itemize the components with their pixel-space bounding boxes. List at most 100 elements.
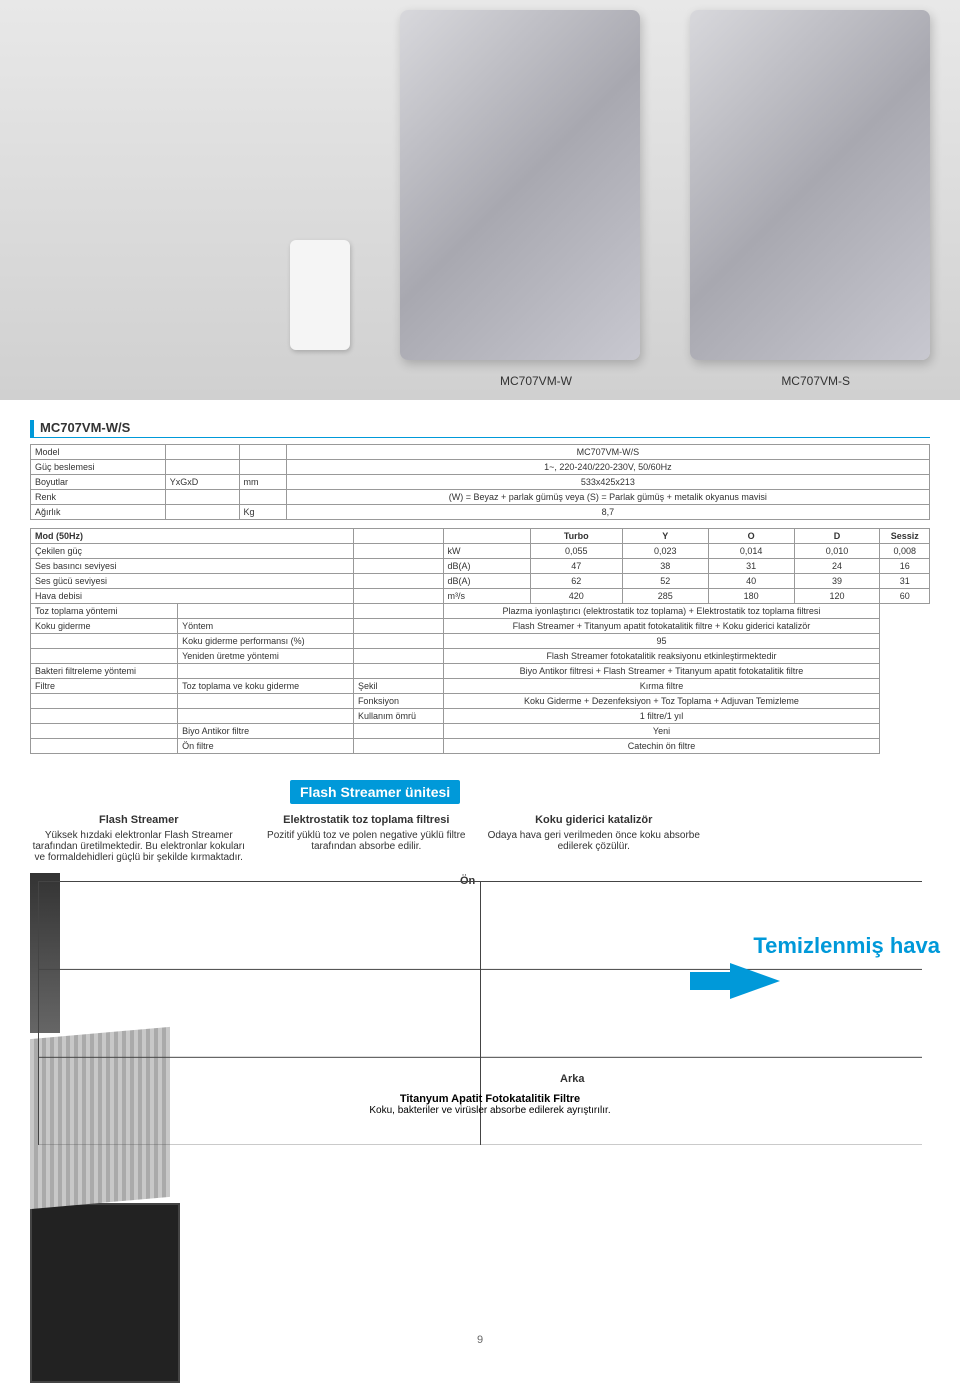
remote-image	[290, 240, 350, 350]
table-cell	[178, 694, 354, 709]
arrow-icon	[730, 963, 780, 999]
table-cell: YxGxD	[165, 475, 239, 490]
table-cell: Çekilen güç	[31, 544, 354, 559]
table-cell: Plazma iyonlaştırıcı (elektrostatik toz …	[443, 604, 880, 619]
table-cell	[178, 709, 354, 724]
table-row: Kullanım ömrü1 filtre/1 yıl	[31, 709, 930, 724]
table-cell	[31, 724, 178, 739]
table-cell: Ses gücü seviyesi	[31, 574, 354, 589]
table-row: Yeniden üretme yöntemiFlash Streamer fot…	[31, 649, 930, 664]
table-cell: 0,055	[530, 544, 622, 559]
table-cell	[165, 505, 239, 520]
table-cell: 24	[794, 559, 880, 574]
table-cell: 120	[794, 589, 880, 604]
table-cell	[31, 694, 178, 709]
table-cell: Ön filtre	[178, 739, 354, 754]
table-cell: 31	[708, 559, 794, 574]
table-cell	[353, 724, 443, 739]
table-cell: Flash Streamer + Titanyum apatit fotokat…	[443, 619, 880, 634]
table-row: ModelMC707VM-W/S	[31, 445, 930, 460]
table-cell: 52	[622, 574, 708, 589]
table-cell: Şekil	[353, 679, 443, 694]
product-hero: MC707VM-W MC707VM-S	[0, 0, 960, 400]
table-cell: 40	[708, 574, 794, 589]
info-col-2: Elektrostatik toz toplama filtresi Pozit…	[258, 814, 476, 863]
table-cell	[353, 664, 443, 679]
table-cell: Koku giderme	[31, 619, 178, 634]
info-row: Flash Streamer Yüksek hızdaki elektronla…	[30, 814, 930, 863]
table-row: Ağırlık Kg8,7	[31, 505, 930, 520]
table-cell: 8,7	[286, 505, 929, 520]
table-row: Güç beslemesi1~, 220-240/220-230V, 50/60…	[31, 460, 930, 475]
table-cell: 62	[530, 574, 622, 589]
catalyst-filter	[30, 1203, 180, 1383]
table-cell: 1 filtre/1 yıl	[443, 709, 880, 724]
table-cell: dB(A)	[443, 559, 530, 574]
product-label-right: MC707VM-S	[781, 374, 850, 388]
table-cell	[353, 634, 443, 649]
table-cell: 0,023	[622, 544, 708, 559]
table-row: Ön filtre Catechin ön filtre	[31, 739, 930, 754]
table-cell: mm	[239, 475, 286, 490]
table-cell	[443, 529, 530, 544]
table-cell: Koku Giderme + Dezenfeksiyon + Toz Topla…	[443, 694, 880, 709]
table-row: Biyo Antikor filtreYeni	[31, 724, 930, 739]
table-cell	[239, 445, 286, 460]
table-row: Koku giderme performansı (%) 95	[31, 634, 930, 649]
spec-table-1: ModelMC707VM-W/SGüç beslemesi1~, 220-240…	[30, 444, 930, 520]
info-h-3: Koku giderici katalizör	[485, 814, 703, 826]
table-cell	[353, 544, 443, 559]
table-row: Renk(W) = Beyaz + parlak gümüş veya (S) …	[31, 490, 930, 505]
table-cell: D	[794, 529, 880, 544]
table-cell: Güç beslemesi	[31, 460, 166, 475]
table-cell: 38	[622, 559, 708, 574]
table-cell: 533x425x213	[286, 475, 929, 490]
table-row: Ses gücü seviyesidB(A)6252403931	[31, 574, 930, 589]
table-cell	[178, 664, 354, 679]
table-cell: 95	[443, 634, 880, 649]
table-cell: 420	[530, 589, 622, 604]
table-cell	[353, 529, 443, 544]
table-cell	[165, 445, 239, 460]
table-cell: 39	[794, 574, 880, 589]
info-t-2: Pozitif yüklü toz ve polen negative yükl…	[258, 830, 476, 852]
table-cell: Filtre	[31, 679, 178, 694]
table-cell: MC707VM-W/S	[286, 445, 929, 460]
info-t-3: Odaya hava geri verilmeden önce koku abs…	[485, 830, 703, 852]
table-cell: (W) = Beyaz + parlak gümüş veya (S) = Pa…	[286, 490, 929, 505]
table-cell: Sessiz	[880, 529, 930, 544]
table-cell	[353, 649, 443, 664]
table-row: FiltreToz toplama ve koku gidermeŞekilKı…	[31, 679, 930, 694]
arka-label: Arka	[560, 1073, 584, 1085]
table-cell: m³/s	[443, 589, 530, 604]
table-row: FonksiyonKoku Giderme + Dezenfeksiyon + …	[31, 694, 930, 709]
table-cell: Kullanım ömrü	[353, 709, 443, 724]
info-col-1: Flash Streamer Yüksek hızdaki elektronla…	[30, 814, 248, 863]
table-cell: Mod (50Hz)	[31, 529, 354, 544]
table-cell: Ağırlık	[31, 505, 166, 520]
info-col-3: Koku giderici katalizör Odaya hava geri …	[485, 814, 703, 863]
table-cell: 180	[708, 589, 794, 604]
page-number: 9	[0, 1334, 960, 1346]
table-cell: 16	[880, 559, 930, 574]
product-image-silver	[690, 10, 930, 360]
table-cell: Bakteri filtreleme yöntemi	[31, 664, 178, 679]
table-row: Toz toplama yöntemiPlazma iyonlaştırıcı …	[31, 604, 930, 619]
spec-title: MC707VM-W/S	[30, 420, 930, 438]
table-cell	[353, 604, 443, 619]
table-cell: Koku giderme performansı (%)	[178, 634, 354, 649]
table-cell	[165, 460, 239, 475]
table-row: BoyutlarYxGxDmm533x425x213	[31, 475, 930, 490]
table-cell: Y	[622, 529, 708, 544]
table-cell: O	[708, 529, 794, 544]
table-cell: Catechin ön filtre	[443, 739, 880, 754]
table-cell: Kırma filtre	[443, 679, 880, 694]
table-cell: 31	[880, 574, 930, 589]
info-h-1: Flash Streamer	[30, 814, 248, 826]
table-cell: Kg	[239, 505, 286, 520]
table-cell: Yeni	[443, 724, 880, 739]
diagram: Ön Arka Temizlenmiş hava Titanyum Apatit…	[30, 873, 930, 1153]
table-cell	[239, 460, 286, 475]
table-row: Hava debisim³/s42028518012060	[31, 589, 930, 604]
clean-air-text: Temizlenmiş hava	[753, 933, 940, 958]
